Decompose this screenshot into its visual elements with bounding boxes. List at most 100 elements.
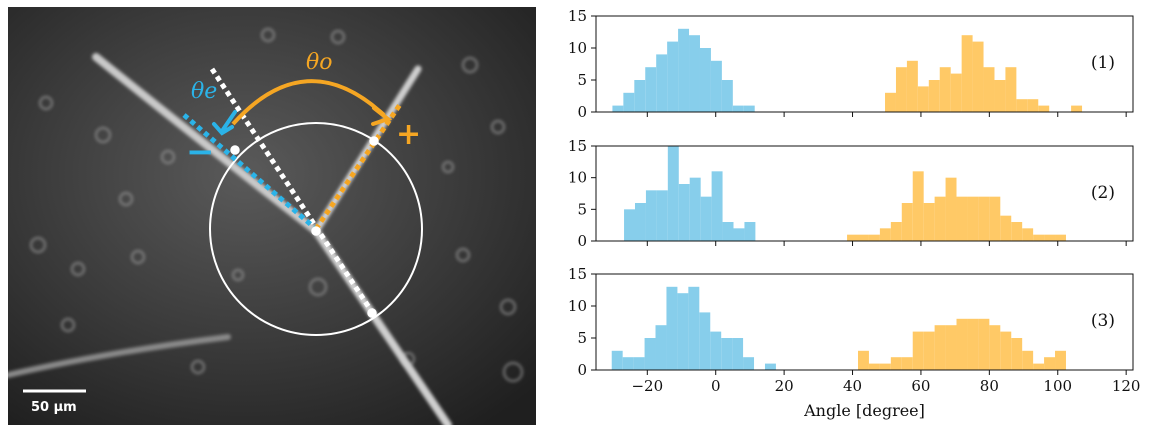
y-tick-label: 15 [568, 137, 587, 155]
histogram-bar [667, 41, 679, 112]
histogram-bar [1022, 228, 1034, 241]
histogram-bar [901, 357, 913, 370]
blue-electrode-line [182, 113, 318, 231]
theta-e-arrow [212, 110, 237, 136]
histogram-bar [1022, 350, 1034, 370]
x-tick-label: 80 [980, 377, 999, 395]
histogram-bar [1033, 363, 1045, 370]
histogram-bar [644, 338, 656, 370]
y-tick-label: 10 [568, 297, 587, 315]
histogram-bar [634, 203, 646, 241]
histogram-bar [633, 357, 645, 370]
x-tick-label: 40 [843, 377, 862, 395]
y-tick-label: 5 [577, 71, 587, 89]
plus-sign: + [396, 117, 421, 152]
histogram-bar [956, 318, 968, 370]
histogram-bar [688, 286, 700, 370]
histogram-bar [1044, 234, 1056, 241]
theta-e-label: θe [191, 79, 217, 104]
histogram-bar [1033, 234, 1045, 241]
histogram-bar [978, 318, 990, 370]
histogram-bar [1055, 234, 1066, 241]
histogram-bar [634, 80, 646, 112]
histogram-bar [1027, 99, 1039, 112]
histogram-bar [890, 222, 902, 241]
histogram-bar [923, 203, 935, 241]
x-tick-label: 20 [775, 377, 794, 395]
histogram-figure: 0 5 10 15 (1) 0 5 10 15 (2) 0 5 10 15 −20 0 20 40 60 80 100 1… [568, 7, 1141, 420]
y-tick-label: 10 [568, 39, 587, 57]
histogram-bar [611, 350, 623, 370]
histogram-bar [623, 92, 635, 112]
histogram-bar [1055, 350, 1066, 370]
histogram-bar [879, 363, 891, 370]
histogram-bar [885, 92, 896, 112]
fiber-left [92, 53, 320, 235]
x-tick-label: 0 [711, 377, 721, 395]
histogram-bar [906, 60, 918, 112]
histogram-bar [928, 80, 940, 112]
minus-sign: − [186, 132, 215, 172]
histogram-bar [895, 67, 907, 112]
vertical-guide-line [209, 67, 377, 317]
histogram-bar [912, 331, 924, 370]
histogram-bar [721, 80, 733, 112]
y-tick-label: 0 [577, 103, 587, 121]
histogram-bar [699, 312, 711, 370]
theta-o-arc [231, 79, 386, 126]
panel-label: (2) [1091, 183, 1115, 203]
histogram-bar [967, 318, 979, 370]
histogram-bar [978, 196, 990, 241]
histogram-bar [983, 67, 995, 112]
x-tick-label: 100 [1043, 377, 1072, 395]
x-tick-label: 60 [911, 377, 930, 395]
histogram-bar [1000, 331, 1012, 370]
y-tick-label: 0 [577, 232, 587, 250]
histogram-bar [994, 80, 1006, 112]
histogram-bar [879, 228, 891, 241]
fiber-lower-left [8, 334, 231, 378]
histogram-bar [722, 222, 734, 241]
histogram-bar [764, 363, 776, 370]
histogram-bar [689, 177, 701, 241]
histogram-bar [1005, 67, 1017, 112]
y-tick-label: 15 [568, 7, 587, 25]
histogram-bar [1000, 215, 1012, 241]
histogram-bar [847, 234, 859, 241]
histogram-bar [655, 325, 667, 370]
histogram-panel-1: 0 5 10 15 (1) [568, 7, 1134, 121]
histogram-bar [1044, 357, 1056, 370]
histogram-bar [622, 357, 634, 370]
histogram-bar [721, 338, 733, 370]
plot-frame [595, 273, 1134, 371]
histogram-bar [950, 73, 962, 112]
histogram-bar [666, 286, 678, 370]
histogram-bar [939, 67, 951, 112]
histogram-bar [656, 190, 668, 241]
histogram-panel-3: 0 5 10 15 −20 0 20 40 60 80 100 120 (3) Angle [degree… [568, 265, 1141, 420]
histogram-bar [733, 228, 745, 241]
y-tick-label: 10 [568, 169, 587, 187]
y-tick-label: 0 [577, 361, 587, 379]
y-tick-label: 5 [577, 200, 587, 218]
panel-label: (3) [1091, 311, 1115, 331]
histogram-bar [678, 28, 690, 112]
histogram-bar [989, 325, 1001, 370]
histogram-bar [689, 35, 700, 113]
histogram-bar [677, 293, 689, 370]
histogram-bar [744, 222, 756, 241]
x-tick-label: 120 [1112, 377, 1141, 395]
histogram-bar [710, 331, 722, 370]
histogram-bar [912, 171, 924, 241]
y-tick-label: 5 [577, 329, 587, 347]
histogram-bar [667, 146, 679, 241]
histogram-bar [645, 67, 657, 112]
theta-o-label: θo [306, 50, 333, 75]
theta-o-arrowhead [371, 106, 393, 126]
histogram-bar [743, 357, 755, 370]
histogram-bar [1011, 222, 1023, 241]
histogram-bar [972, 41, 984, 112]
histogram-bar [858, 234, 869, 241]
histogram-bar [1038, 105, 1050, 112]
x-axis-label: Angle [degree] [803, 401, 925, 420]
